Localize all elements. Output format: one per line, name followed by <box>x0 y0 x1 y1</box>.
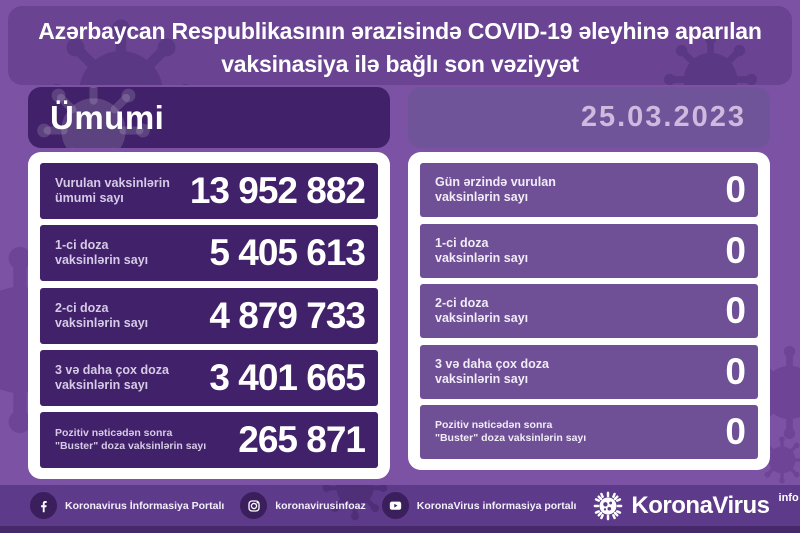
table-row: 3 və daha çox doza vaksinlərin sayı 0 <box>420 344 758 399</box>
stat-value: 13 952 882 <box>189 170 366 211</box>
table-row: 2-ci doza vaksinlərin sayı 0 <box>420 284 758 338</box>
youtube-label: KoronaVirus informasiya portalı <box>416 499 577 512</box>
stat-value: 0 <box>725 350 746 392</box>
stat-label: 2-ci doza vaksinlərin sayı <box>55 300 149 330</box>
daily-panel-header: 25.03.2023 <box>408 87 770 148</box>
stat-label: 2-ci doza vaksinlərin sayı <box>435 296 529 325</box>
instagram-handle: koronavirusinfoaz <box>240 492 366 519</box>
date-badge: 25.03.2023 <box>580 101 746 133</box>
stat-label: Gün ərzində vurulan vaksinlərin sayı <box>435 175 556 204</box>
koronavirus-logo: KoronaVirus info <box>592 490 799 522</box>
stat-label: Vurulan vaksinlərin ümumi sayı <box>55 176 170 205</box>
stat-value: 0 <box>725 169 746 210</box>
page-title-line2: vaksinasiya ilə bağlı son vəziyyət <box>221 50 579 77</box>
header-banner: Azərbaycan Respublikasının ərazisində CO… <box>8 6 792 85</box>
table-row: 1-ci doza vaksinlərin sayı 0 <box>420 223 758 278</box>
table-row: 2-ci doza vaksinlərin sayı 4 879 733 <box>40 287 378 344</box>
table-row: Pozitiv nəticədən sonra "Buster" doza va… <box>40 412 378 468</box>
instagram-icon <box>240 492 268 519</box>
total-stats-panel: Vurulan vaksinlərin ümumi sayı 13 952 88… <box>28 152 390 479</box>
footer-bottom-strip <box>0 526 800 533</box>
facebook-icon <box>30 492 57 519</box>
instagram-label: koronavirusinfoaz <box>275 499 366 512</box>
stat-value: 0 <box>725 290 746 331</box>
table-row: Pozitiv nəticədən sonra "Buster" doza va… <box>420 405 758 459</box>
stat-value: 3 401 665 <box>209 356 366 398</box>
stat-label: 1-ci doza vaksinlərin sayı <box>55 238 149 268</box>
logo-text: KoronaVirus <box>631 491 770 519</box>
stat-label: Pozitiv nəticədən sonra "Buster" doza va… <box>435 419 587 444</box>
facebook-label: Koronavirus İnformasiya Portalı <box>65 499 225 512</box>
stat-value: 4 879 733 <box>209 294 366 336</box>
total-panel-title: Ümumi <box>50 99 165 136</box>
table-row: 3 və daha çox doza vaksinlərin sayı 3 40… <box>40 349 378 406</box>
page-title: Azərbaycan Respublikasının ərazisində CO… <box>8 6 792 80</box>
table-row: Vurulan vaksinlərin ümumi sayı 13 952 88… <box>40 163 378 219</box>
table-row: 1-ci doza vaksinlərin sayı 5 405 613 <box>40 225 378 282</box>
total-panel-header: Ümumi <box>28 87 390 148</box>
footer: Koronavirus İnformasiya Portalı koronavi… <box>0 485 800 533</box>
facebook-handle: Koronavirus İnformasiya Portalı <box>30 492 224 519</box>
stat-value: 0 <box>725 229 746 271</box>
logo-superscript: info <box>778 491 799 504</box>
stat-label: 1-ci doza vaksinlərin sayı <box>435 235 529 265</box>
stat-value: 0 <box>725 411 746 452</box>
stat-label: 3 və daha çox doza vaksinlərin sayı <box>55 362 169 392</box>
koronavirus-logo-icon <box>594 491 623 520</box>
page-title-line1: Azərbaycan Respublikasının ərazisində CO… <box>38 18 762 44</box>
stat-value: 265 871 <box>238 419 366 460</box>
stat-label: 3 və daha çox doza vaksinlərin sayı <box>435 356 549 386</box>
youtube-icon <box>381 492 409 519</box>
stat-label: Pozitiv nəticədən sonra "Buster" doza va… <box>55 427 207 452</box>
stat-value: 5 405 613 <box>209 232 366 274</box>
table-row: Gün ərzində vurulan vaksinlərin sayı 0 <box>420 163 758 217</box>
daily-stats-panel: Gün ərzində vurulan vaksinlərin sayı 0 1… <box>408 152 770 470</box>
youtube-handle: KoronaVirus informasiya portalı <box>381 492 577 519</box>
